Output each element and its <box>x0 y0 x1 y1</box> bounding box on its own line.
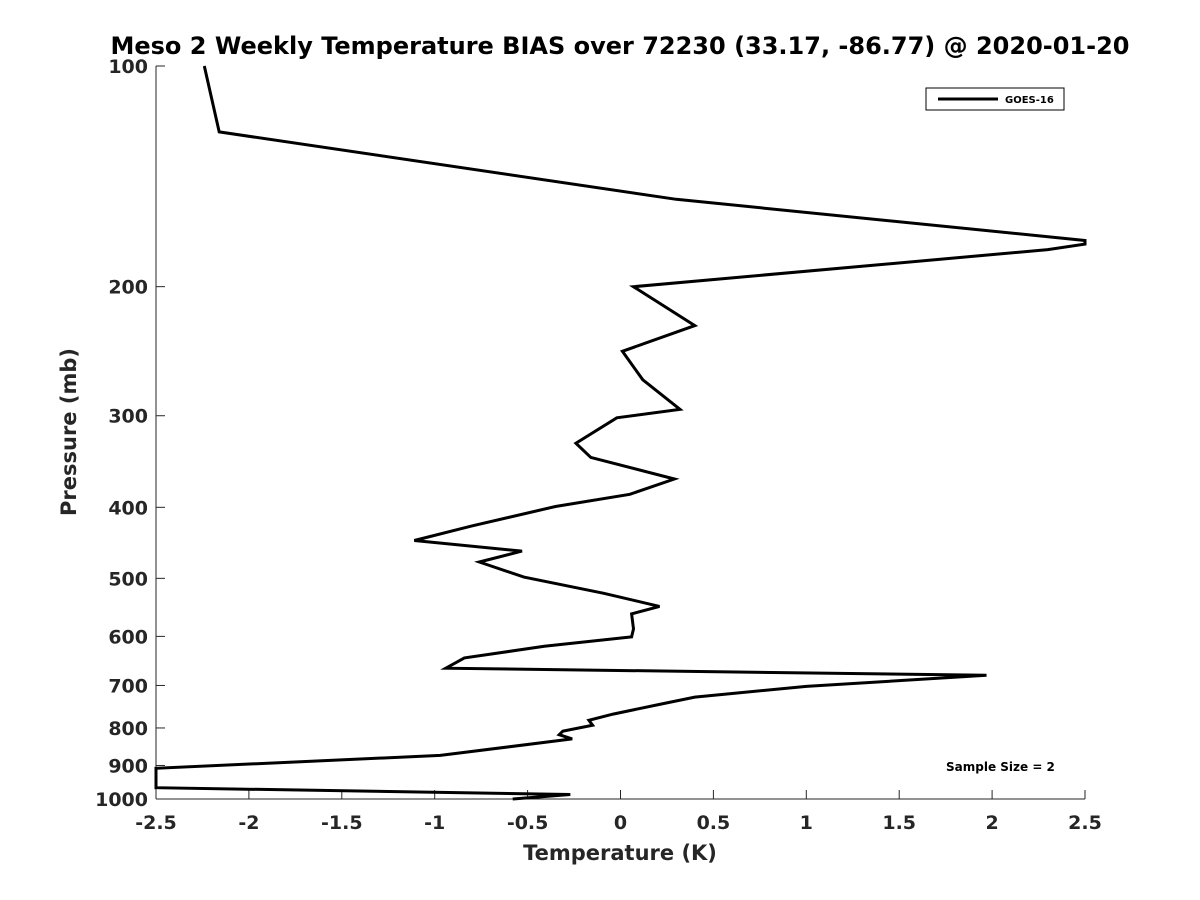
sample-size-annotation: Sample Size = 2 <box>946 760 1055 774</box>
legend-entry-goes-16: GOES-16 <box>1005 95 1054 106</box>
y-tick-label: 400 <box>108 497 148 519</box>
y-tick-label: 300 <box>108 406 148 428</box>
chart-title: Meso 2 Weekly Temperature BIAS over 7223… <box>110 32 1129 60</box>
x-tick-label: 0.5 <box>697 812 731 834</box>
y-tick-label: 100 <box>108 56 148 78</box>
y-tick-label: 800 <box>108 718 148 740</box>
series-line-goes-16 <box>154 65 1087 801</box>
y-tick-label: 700 <box>108 675 148 697</box>
x-tick-label: 1 <box>800 812 813 834</box>
y-tick-label: 900 <box>108 755 148 777</box>
x-tick-label: -0.5 <box>507 812 549 834</box>
x-ticks: -2.5 -2 -1.5 -1 -0.5 0 0.5 1 1.5 2 2.5 <box>135 790 1102 834</box>
y-tick-label: 600 <box>108 626 148 648</box>
x-tick-label: 0 <box>614 812 627 834</box>
plot-area: -2.5 -2 -1.5 -1 -0.5 0 0.5 1 1.5 2 2.5 100 200 300 40… <box>95 56 1102 834</box>
x-axis-label: Temperature (K) <box>523 841 717 865</box>
x-tick-label: 2 <box>985 812 998 834</box>
x-tick-label: -2 <box>238 812 259 834</box>
x-tick-label: -1 <box>424 812 445 834</box>
legend: GOES-16 <box>925 87 1065 111</box>
x-tick-label: -1.5 <box>321 812 363 834</box>
y-axis-label: Pressure (mb) <box>57 348 81 516</box>
x-tick-label: 2.5 <box>1068 812 1102 834</box>
y-ticks: 100 200 300 400 500 600 700 800 900 1000 <box>95 56 165 811</box>
y-tick-label: 1000 <box>95 789 148 811</box>
x-tick-label: -2.5 <box>135 812 177 834</box>
y-tick-label: 200 <box>108 277 148 299</box>
y-tick-label: 500 <box>108 568 148 590</box>
x-tick-label: 1.5 <box>882 812 916 834</box>
